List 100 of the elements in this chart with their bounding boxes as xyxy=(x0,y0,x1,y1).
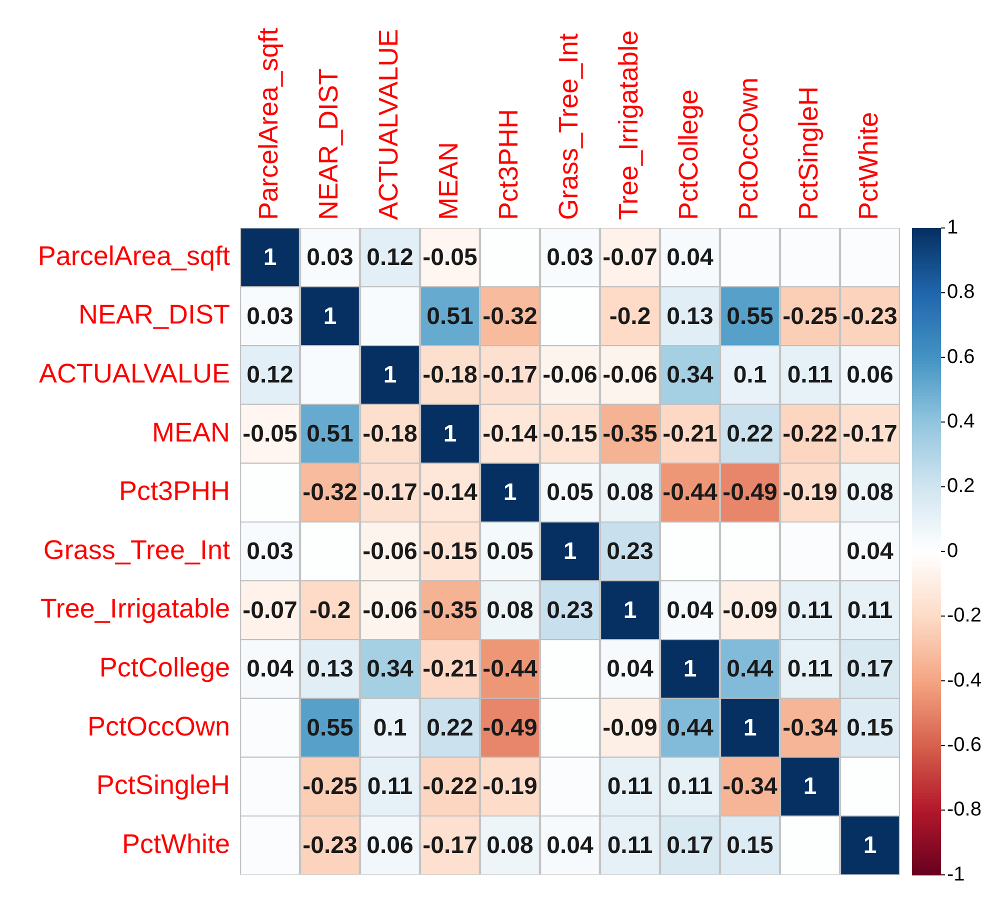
data-label: -0.09 xyxy=(602,714,658,742)
data-label: -0.25 xyxy=(302,773,358,800)
data-label: 0.04 xyxy=(546,832,594,860)
data-label: 0.34 xyxy=(666,362,714,389)
data-label: -0.2 xyxy=(609,302,651,330)
data-label: -0.14 xyxy=(422,479,478,506)
color-bar-label: -0.2 xyxy=(947,604,982,627)
x-tick-label: PctOccOwn xyxy=(733,77,764,220)
data-label: -0.06 xyxy=(602,362,658,389)
x-tick-label: Pct3PHH xyxy=(493,108,524,220)
data-label: 0.05 xyxy=(486,538,534,566)
x-tick-label: PctWhite xyxy=(853,112,884,220)
data-label: 0.17 xyxy=(666,832,714,860)
data-label: 0.08 xyxy=(486,832,534,860)
data-label: -0.23 xyxy=(842,302,898,330)
data-label: 1 xyxy=(263,244,277,272)
y-tick-label: Pct3PHH xyxy=(118,476,230,506)
data-label: 0.12 xyxy=(366,244,414,272)
data-label: 1 xyxy=(563,538,577,566)
data-label: -0.07 xyxy=(242,596,298,624)
data-label: 0.11 xyxy=(847,596,893,624)
data-label: -0.15 xyxy=(422,538,478,566)
y-tick-label: PctCollege xyxy=(99,652,230,682)
data-label: -0.17 xyxy=(362,479,418,506)
data-label: 0.04 xyxy=(666,596,714,624)
data-label: -0.21 xyxy=(422,656,478,683)
data-label: 0.06 xyxy=(846,362,894,389)
color-bar-label: 0.2 xyxy=(947,475,975,498)
y-tick-label: PctWhite xyxy=(122,828,230,859)
color-bar-label: -0.6 xyxy=(947,734,982,756)
data-label: -0.44 xyxy=(662,479,718,506)
data-label: 1 xyxy=(863,832,877,860)
data-label: 0.11 xyxy=(787,656,833,683)
data-label: 1 xyxy=(443,420,457,448)
data-label: -0.17 xyxy=(482,362,538,389)
data-label: 1 xyxy=(623,596,637,624)
data-label: 0.06 xyxy=(366,832,414,860)
data-label: 1 xyxy=(743,714,757,742)
data-label: 0.03 xyxy=(546,244,594,272)
data-label: -0.34 xyxy=(782,714,838,742)
data-label: 0.17 xyxy=(846,656,894,683)
data-label: 0.12 xyxy=(246,362,294,389)
x-tick-label: NEAR_DIST xyxy=(313,68,344,220)
y-tick-label: PctOccOwn xyxy=(87,711,230,742)
data-label: 0.13 xyxy=(666,302,714,330)
data-label: -0.21 xyxy=(662,420,718,448)
x-tick-label: MEAN xyxy=(433,142,464,220)
data-label: -0.22 xyxy=(782,420,838,448)
data-label: 0.34 xyxy=(366,656,414,683)
data-label: -0.35 xyxy=(422,596,478,624)
data-label: -0.32 xyxy=(302,479,358,506)
data-label: -0.34 xyxy=(722,773,778,800)
data-label: -0.25 xyxy=(782,302,838,330)
data-label: -0.14 xyxy=(482,420,538,448)
data-label: 0.04 xyxy=(666,244,714,272)
data-label: 0.08 xyxy=(606,479,654,506)
y-tick-label: Grass_Tree_Int xyxy=(43,534,230,565)
data-label: -0.32 xyxy=(482,302,538,330)
data-label: 1 xyxy=(803,773,817,800)
color-bar-label: -0.4 xyxy=(947,669,982,692)
data-label: 0.15 xyxy=(726,832,774,860)
data-label: 0.04 xyxy=(846,538,894,566)
data-label: 0.04 xyxy=(606,656,654,683)
data-label: -0.17 xyxy=(422,832,478,860)
data-label: 0.51 xyxy=(306,420,354,448)
data-label: 0.11 xyxy=(787,596,833,624)
data-label: 0.55 xyxy=(726,302,774,330)
data-label: -0.06 xyxy=(362,596,418,624)
data-label: -0.2 xyxy=(309,596,351,624)
data-label: -0.06 xyxy=(362,538,418,566)
data-label: 0.1 xyxy=(373,714,407,742)
y-tick-label: ParcelArea_sqft xyxy=(38,240,230,271)
data-label: -0.19 xyxy=(482,773,538,800)
x-tick-label: PctSingleH xyxy=(793,86,824,220)
data-label: 0.03 xyxy=(306,244,354,272)
data-label: 0.23 xyxy=(546,596,594,624)
data-label: 0.13 xyxy=(306,656,354,683)
color-bar-label: -1 xyxy=(947,863,965,886)
x-tick-label: ACTUALVALUE xyxy=(373,28,404,220)
data-label: -0.18 xyxy=(422,362,478,389)
data-label: -0.49 xyxy=(722,479,778,506)
data-label: -0.44 xyxy=(482,656,538,683)
color-bar-label: 0.6 xyxy=(947,346,975,368)
data-label: -0.05 xyxy=(242,420,298,448)
data-label: -0.07 xyxy=(602,244,658,272)
data-label: 0.05 xyxy=(546,479,594,506)
data-label: 1 xyxy=(503,479,517,506)
data-label: 0.51 xyxy=(426,302,474,330)
data-label: 0.08 xyxy=(486,596,534,624)
data-label: 0.11 xyxy=(787,362,833,389)
data-label: -0.19 xyxy=(782,479,838,506)
data-label: 0.08 xyxy=(846,479,894,506)
data-label: -0.18 xyxy=(362,420,418,448)
data-label: 0.23 xyxy=(606,538,654,566)
y-tick-label: Tree_Irrigatable xyxy=(40,594,230,624)
data-label: 0.11 xyxy=(367,773,413,800)
data-label: 1 xyxy=(323,302,337,330)
y-tick-label: NEAR_DIST xyxy=(78,300,230,330)
data-label: -0.17 xyxy=(842,420,898,448)
data-label: 0.22 xyxy=(726,420,774,448)
